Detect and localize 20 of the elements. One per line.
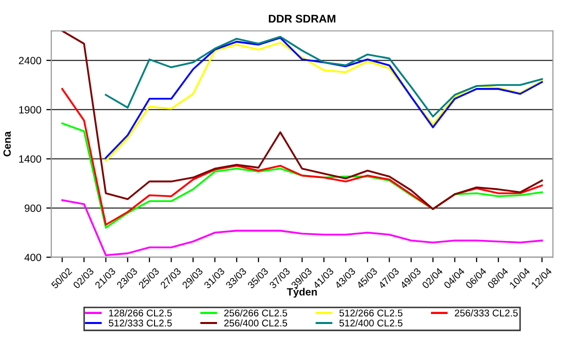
legend-label: 256/333 CL2.5 [454, 309, 518, 316]
y-tick-label: 1900 [19, 106, 42, 114]
line-series [61, 30, 543, 210]
line-series [61, 122, 543, 229]
legend-label: 512/400 CL2.5 [339, 319, 402, 327]
legend-label: 512/266 CL2.5 [339, 309, 402, 316]
legend-label: 256/266 CL2.5 [224, 309, 288, 316]
legend-label: 128/266 CL2.5 [109, 309, 172, 316]
legend-label: 256/400 CL2.5 [224, 319, 288, 327]
y-tick-label: 1400 [19, 155, 42, 163]
line-series [104, 36, 543, 118]
legend-label: 512/333 CL2.5 [108, 319, 172, 327]
y-tick-label: 900 [24, 204, 42, 212]
line-series [61, 199, 543, 256]
y-tick-label: 2400 [18, 56, 42, 64]
y-axis-title: Cena [3, 131, 11, 156]
x-axis-title: Týden [286, 288, 317, 298]
line-series [61, 88, 543, 226]
y-tick-label: 400 [24, 254, 42, 262]
chart-title: DDR SDRAM [268, 14, 336, 23]
